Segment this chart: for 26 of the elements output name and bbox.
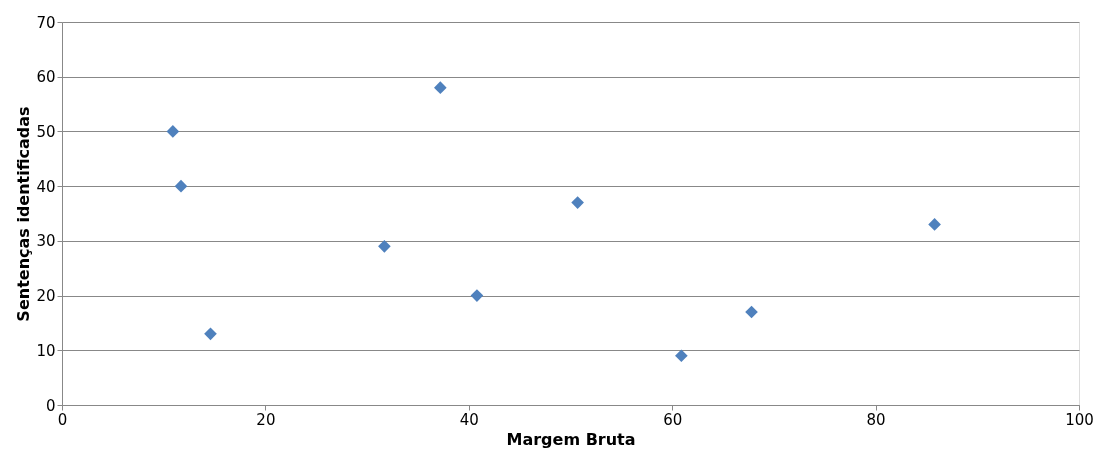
y-tick-label: 60 — [36, 68, 56, 87]
x-tick-label: 100 — [1065, 410, 1094, 429]
x-tick-label: 60 — [663, 410, 683, 429]
x-tick-label: 20 — [256, 410, 276, 429]
point — [928, 218, 941, 231]
x-tick-label: 40 — [459, 410, 479, 429]
point — [434, 81, 447, 94]
point — [174, 179, 188, 193]
point — [571, 196, 584, 209]
x-axis-title: Margem Bruta — [506, 429, 636, 449]
y-tick-label: 0 — [45, 396, 56, 415]
x-tick-label: 0 — [57, 410, 68, 429]
point — [166, 125, 180, 138]
y-tick-label: 10 — [36, 341, 56, 360]
point — [204, 327, 217, 341]
x-tick-label: 80 — [866, 410, 886, 429]
y-tick-label: 70 — [36, 13, 56, 32]
point — [675, 349, 688, 363]
point — [378, 240, 391, 253]
point — [470, 289, 484, 302]
y-tick-label: 50 — [36, 122, 56, 141]
y-tick-label: 40 — [36, 177, 56, 196]
point — [745, 305, 758, 319]
y-tick-label: 30 — [36, 232, 56, 251]
y-tick-label: 20 — [36, 287, 56, 306]
y-axis-title: Sentenças identificadas — [14, 106, 34, 322]
